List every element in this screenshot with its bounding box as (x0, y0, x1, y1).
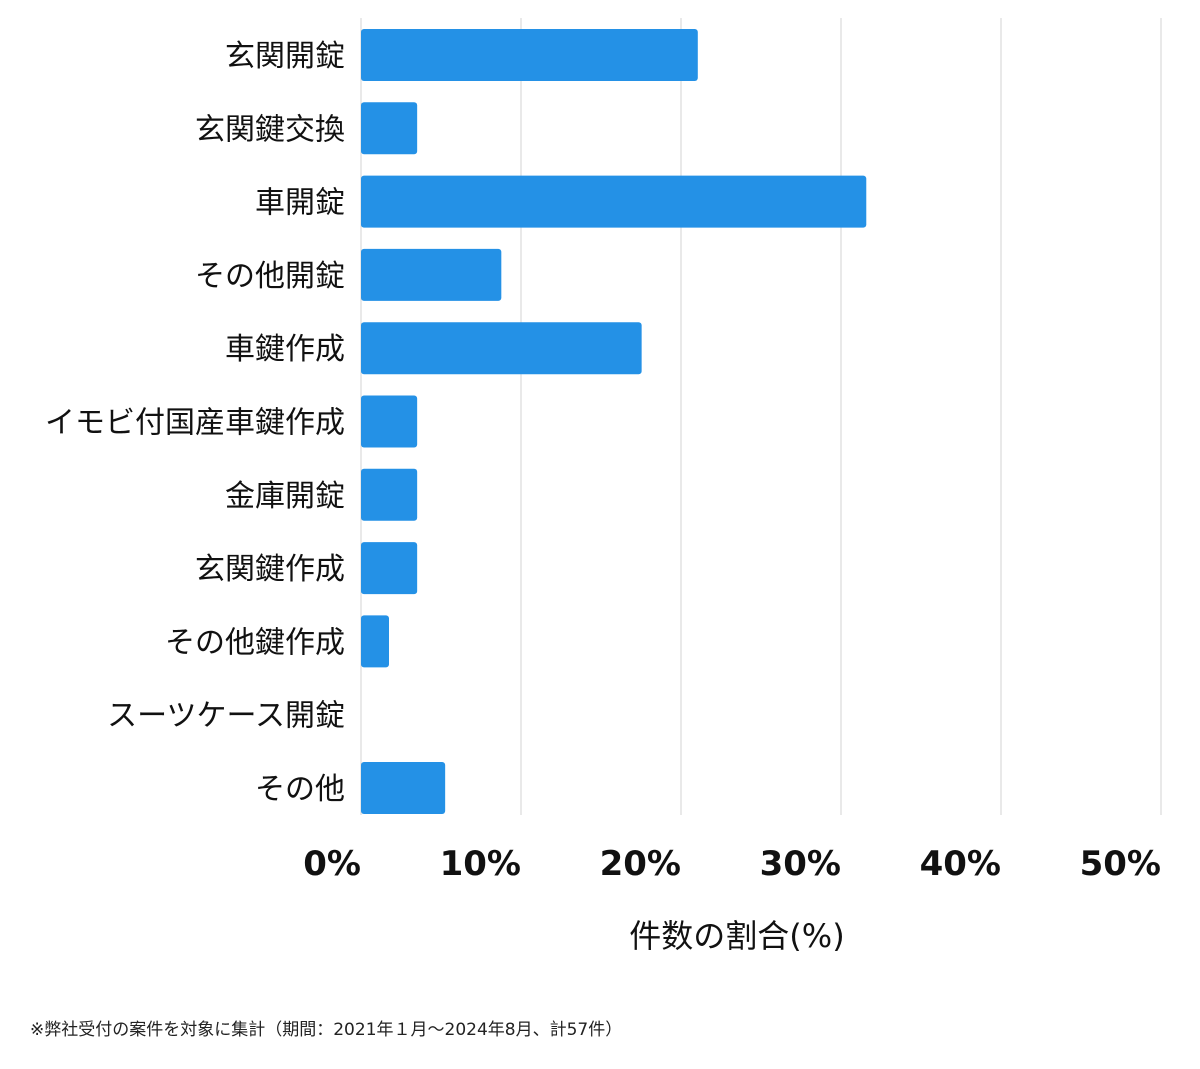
footnote: ※弊社受付の案件を対象に集計（期間：2021年１月～2024年8月、計57件） (30, 1020, 623, 1040)
bar (361, 322, 642, 375)
x-axis-title: 件数の割合(%) (629, 917, 844, 955)
y-category-label: 玄関鍵作成 (195, 552, 345, 587)
bar (361, 395, 418, 448)
x-tick-label: 40% (920, 844, 1001, 884)
x-tick-label: 0% (303, 844, 361, 884)
y-category-label: 車開錠 (255, 186, 345, 221)
bar (361, 468, 418, 521)
bar (361, 175, 867, 228)
y-category-label: 車鍵作成 (225, 332, 345, 367)
bar (361, 29, 698, 81)
y-category-label: イモビ付国産車鍵作成 (45, 406, 345, 441)
x-tick-label: 10% (440, 844, 521, 884)
y-category-label: 金庫開錠 (225, 479, 345, 514)
bar (361, 248, 502, 301)
bar (361, 542, 418, 595)
x-tick-label: 50% (1080, 844, 1161, 884)
y-category-label: 玄関鍵交換 (195, 112, 345, 147)
bar (361, 102, 418, 155)
bar-chart: 0% 10% 20% 30% 40% 50% 玄関開錠玄関鍵交換車開錠その他開錠車鍵作成イモ… (45, 18, 1162, 955)
bar (361, 615, 389, 668)
y-category-label: その他 (255, 772, 345, 807)
x-tick-label: 20% (600, 844, 681, 884)
x-tick-label: 30% (760, 844, 841, 884)
y-category-label: スーツケース開錠 (107, 699, 345, 734)
y-category-label: その他鍵作成 (165, 625, 345, 660)
y-category-label: その他開錠 (195, 259, 345, 294)
bar (361, 762, 446, 814)
y-category-label: 玄関開錠 (225, 39, 345, 74)
